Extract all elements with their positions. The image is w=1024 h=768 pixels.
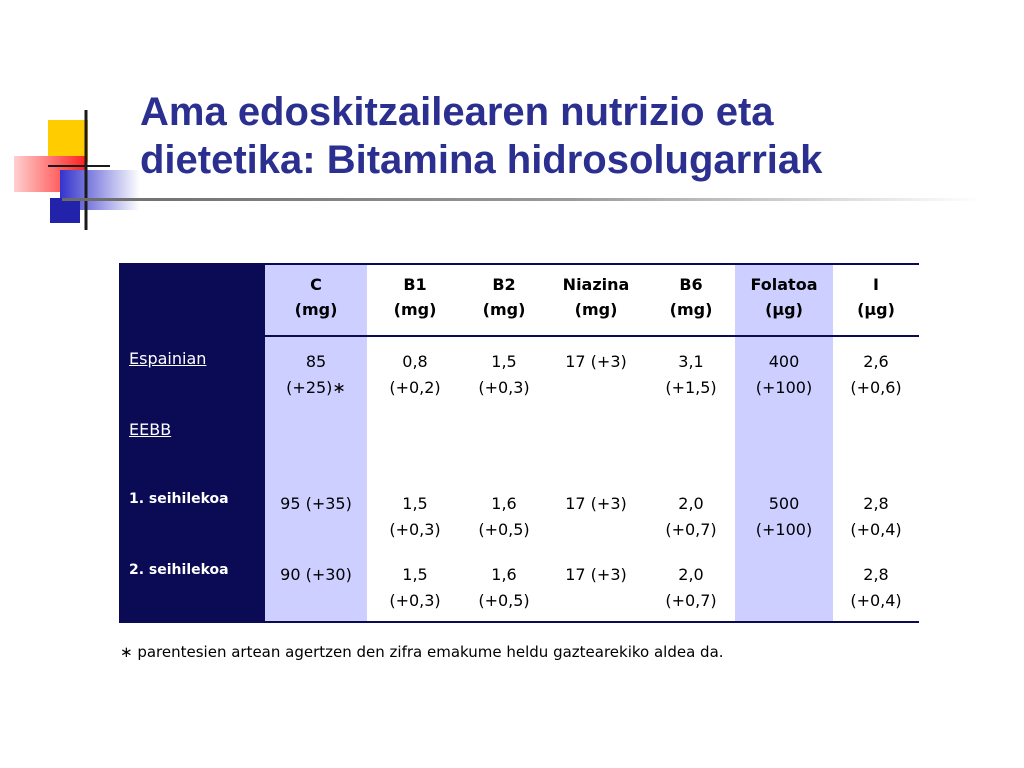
row-label: Espainian [129, 349, 207, 368]
column-header: C (mg) [265, 263, 367, 337]
table-row: Espainian 85 (+25)∗ 0,8 (+0,2) 1,5 (+0,3) 1… [119, 336, 919, 408]
column-header: I (μg) [833, 263, 919, 337]
decorative-squares-graphic [14, 110, 140, 230]
table-cell: 95 (+35) [265, 479, 367, 550]
row-label-cell: 1. seihilekoa [119, 479, 265, 550]
table-cell [735, 550, 833, 623]
table-cell: 17 (+3) [565, 352, 627, 371]
table-cell: 2,0 (+0,7) [665, 494, 717, 539]
table-cell [367, 408, 463, 479]
table-cell: 1,5 (+0,3) [389, 494, 441, 539]
column-header: B6 (mg) [647, 263, 735, 337]
table-cell: 0,8 (+0,2) [389, 352, 441, 397]
table-cell: 500 (+100) [735, 479, 833, 550]
row-label-cell: EEBB [119, 408, 265, 479]
title-line-2: dietetika: Bitamina hidrosolugarriak [140, 138, 823, 182]
table-cell [647, 408, 735, 479]
table-cell: 2,8 (+0,4) [833, 550, 919, 623]
table-cell [545, 408, 647, 479]
row-label: 1. seihilekoa [129, 491, 229, 507]
table-cell [833, 408, 919, 479]
table-header-row: C (mg) B1 (mg) B2 (mg) Niazina (mg) B6 (mg) F… [119, 263, 919, 337]
column-header: Folatoa (μg) [735, 263, 833, 337]
table-row: 2. seihilekoa 90 (+30) 1,5 (+0,3) 1,6 (+0,… [119, 550, 919, 623]
row-label: EEBB [129, 420, 172, 439]
table-cell: 85 (+25)∗ [265, 336, 367, 408]
title-line-1: Ama edoskitzailearen nutrizio eta [140, 90, 774, 134]
table-cell: 17 (+3) [545, 550, 647, 623]
table-cell [463, 408, 545, 479]
table-cell [735, 408, 833, 479]
table-cell: 3,1 (+1,5) [665, 352, 717, 397]
slide-title: Ama edoskitzailearen nutrizio eta dietet… [140, 88, 1000, 184]
column-header: B1 (mg) [367, 263, 463, 337]
table-cell: 400 (+100) [735, 336, 833, 408]
vitamins-table: C (mg) B1 (mg) B2 (mg) Niazina (mg) B6 (mg) F… [119, 263, 919, 623]
title-underline-divider [62, 198, 982, 201]
table-row: 1. seihilekoa 95 (+35) 1,5 (+0,3) 1,6 (+0,… [119, 479, 919, 550]
table-cell: 1,5 (+0,3) [478, 352, 530, 397]
column-header: B2 (mg) [463, 263, 545, 337]
table-cell: 2,0 (+0,7) [647, 550, 735, 623]
table-cell: 2,6 (+0,6) [850, 352, 902, 397]
table-corner-cell [119, 263, 265, 337]
table-cell: 17 (+3) [565, 494, 627, 513]
table-cell: 1,6 (+0,5) [463, 550, 545, 623]
table-cell: 2,8 (+0,4) [850, 494, 902, 539]
table-footnote: ∗ parentesien artean agertzen den zifra … [120, 643, 724, 661]
table-cell [265, 408, 367, 479]
table-cell: 1,5 (+0,3) [367, 550, 463, 623]
row-label-cell: 2. seihilekoa [119, 550, 265, 623]
table-cell: 90 (+30) [265, 550, 367, 623]
table-cell: 1,6 (+0,5) [478, 494, 530, 539]
column-header: Niazina (mg) [545, 263, 647, 337]
table-row: EEBB [119, 408, 919, 479]
row-label: 2. seihilekoa [129, 562, 229, 578]
row-label-cell: Espainian [119, 336, 265, 408]
